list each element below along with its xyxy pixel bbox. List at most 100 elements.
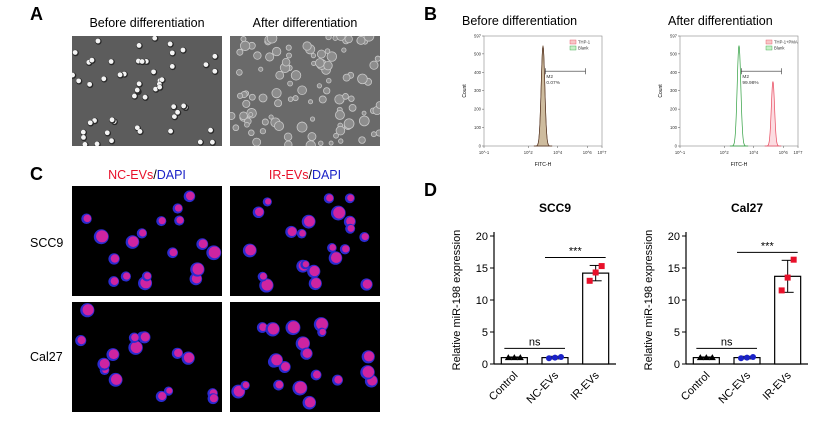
gate-value: 99.98% [742, 80, 759, 86]
adherent-cell [336, 36, 346, 41]
adherent-cell [268, 114, 274, 120]
ev-signal [309, 265, 320, 277]
ev-signal [242, 381, 250, 389]
y-tick-label: 597 [670, 34, 678, 39]
y-tick-label: 500 [670, 51, 678, 56]
ev-signal [185, 191, 195, 201]
ev-signal [208, 246, 221, 259]
ev-signal [347, 194, 355, 202]
adherent-cell [244, 121, 250, 128]
adherent-cell [258, 66, 264, 72]
adherent-cell [316, 49, 326, 59]
ev-signal [209, 394, 218, 403]
adherent-cell [230, 111, 236, 120]
ev-signal [130, 341, 143, 353]
x-tick-label: NC-EVs [717, 369, 754, 406]
ev-signal [287, 226, 297, 237]
cell [167, 41, 173, 47]
x-tick-label: 10^7 [598, 150, 608, 155]
row-label-cal27: Cal27 [30, 350, 63, 364]
cell [152, 36, 158, 41]
cell [175, 109, 180, 115]
cell [169, 63, 175, 69]
y-tick-label: 0 [482, 359, 488, 371]
cell [209, 139, 215, 145]
row-label-scc9: SCC9 [30, 236, 64, 250]
ev-signal [261, 279, 273, 291]
adherent-cell [328, 140, 334, 146]
data-point [744, 354, 750, 361]
data-point [504, 354, 512, 361]
adherent-cell [292, 95, 299, 102]
data-point [592, 269, 599, 276]
panel-c-title-ir: IR-EVs/DAPI [230, 168, 380, 182]
ev-signal [198, 239, 208, 249]
ev-signal [169, 248, 178, 257]
panel-a-caption-after: After differentiation [252, 16, 358, 30]
ev-signal [326, 194, 334, 202]
ev-signal [245, 244, 256, 256]
legend-swatch [765, 45, 773, 51]
x-axis-label: FITC-H [535, 162, 552, 168]
cell [94, 141, 100, 146]
data-point [598, 263, 605, 270]
adherent-cell [252, 137, 262, 146]
cell [134, 87, 140, 93]
data-point [696, 354, 704, 361]
y-tick-label: 5 [482, 327, 488, 339]
adherent-cell [302, 41, 312, 51]
cell [131, 93, 137, 99]
x-tick-label: IR-EVs [569, 369, 602, 402]
adherent-cell [236, 69, 243, 76]
y-tick-label: 200 [670, 107, 678, 112]
bar [582, 272, 610, 365]
ev-signal [362, 366, 375, 378]
data-point [708, 354, 716, 361]
ev-signal [255, 207, 264, 217]
ev-signal [110, 277, 119, 285]
cell [136, 43, 142, 48]
y-tick-label: 100 [474, 125, 482, 130]
cell [136, 81, 142, 87]
x-tick-label: 10^-1 [479, 150, 490, 155]
ev-signal [271, 354, 283, 366]
adherent-cell [232, 124, 240, 132]
y-axis-label: Count [462, 84, 468, 98]
ev-signal [176, 216, 184, 224]
significance-label: *** [761, 240, 775, 252]
adherent-cell [323, 61, 333, 71]
adherent-cell [358, 115, 370, 127]
ev-signal [361, 233, 369, 241]
adherent-cell [274, 99, 283, 108]
cell [76, 78, 82, 84]
cell [109, 117, 115, 123]
stain-label: DAPI [156, 168, 186, 182]
bar-chart-scc9: SCC9 Relative miR-198 expression 0 5 10 15 20 C… [448, 196, 638, 426]
panel-c-title-nc: NC-EVs/DAPI [72, 168, 222, 182]
ev-signal [110, 254, 120, 263]
ev-signal [110, 374, 122, 385]
marker-label: IR-EVs [268, 168, 309, 182]
ev-signal [99, 358, 110, 369]
fluorescence-cal27-ir-evs [230, 302, 380, 412]
adherent-cell [348, 95, 355, 102]
ev-signal [166, 387, 173, 394]
adherent-cell [333, 132, 339, 139]
y-tick-label: 400 [670, 70, 678, 75]
adherent-cell [309, 116, 316, 122]
panel-letter-c: C [30, 164, 43, 184]
cell [169, 50, 175, 56]
ev-signal [127, 236, 139, 247]
adherent-cell [281, 57, 291, 67]
data-point [738, 355, 744, 362]
ev-signal [304, 215, 315, 227]
cell [104, 130, 110, 136]
adherent-cell [341, 47, 347, 53]
cell [87, 120, 93, 126]
ev-signal [275, 380, 284, 389]
y-axis-label: Count [658, 84, 664, 98]
adherent-cell [258, 93, 268, 103]
ev-signal [294, 381, 307, 394]
adherent-cell [236, 48, 244, 56]
adherent-cell [240, 36, 247, 42]
